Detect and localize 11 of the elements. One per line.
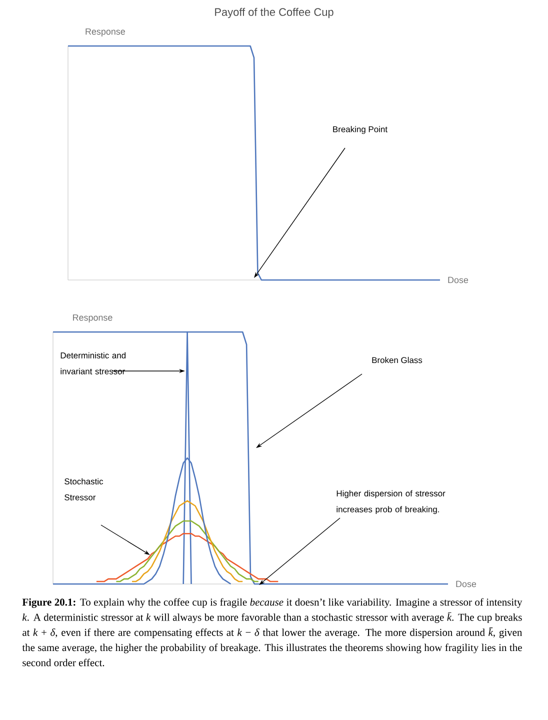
- annotation: Breaking Point: [333, 126, 388, 134]
- annotation: Stochastic Stressor: [64, 478, 104, 500]
- annotation: Deterministic and invariant stressor: [60, 352, 126, 374]
- y-axis-title: Response: [86, 28, 125, 36]
- chart-title: Payoff of the Coffee Cup: [215, 8, 334, 18]
- x-axis-title: Dose: [448, 276, 468, 284]
- text: Figure 20.1: To explain why the coffee cup is fragile because it doesn’t like variability. Imagine a stressor of intensity k. A deterministic stressor at k will always be more favorable than a stochastic stressor with average k̄. The cup breaks at k + δ, even if there are compensating effects at k − δ that lower the average. The more dispersion around k̄, given the same average, the higher the probability of breakage. This illustrates the theorems showing how fragility lies in the second order effect.: [22, 598, 522, 666]
- y-axis-title: Response: [73, 314, 112, 322]
- annotation: Higher dispersion of stressor increases prob of breaking.: [336, 490, 446, 514]
- annotation: Broken Glass: [372, 356, 422, 364]
- x-axis-title: Dose: [456, 580, 476, 588]
